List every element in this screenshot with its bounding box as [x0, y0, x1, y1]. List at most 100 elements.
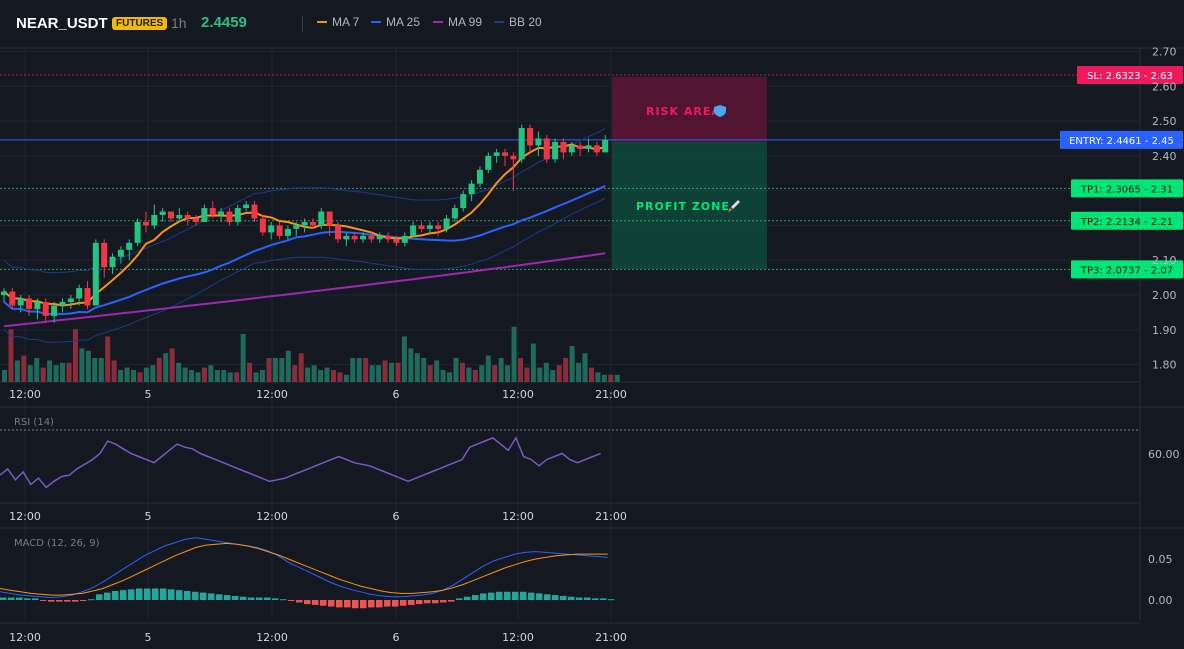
legend-ma99[interactable]: MA 99	[433, 15, 482, 29]
candle-body	[560, 141, 567, 153]
candle-body	[193, 218, 200, 222]
candle-body	[126, 242, 133, 250]
macd-histogram-bar	[328, 600, 335, 607]
volume-bar	[105, 336, 111, 382]
candle-body	[142, 221, 149, 226]
volume-bar	[156, 358, 162, 382]
profit-zone	[612, 142, 767, 269]
volume-bar	[169, 348, 175, 382]
volume-bar	[466, 367, 472, 382]
time-axes: 12:00 5 12:00 6 12:00 21:00 12:00 5 12:00 6 12:00 2…	[9, 388, 627, 644]
candle	[209, 201, 216, 219]
candle-body	[293, 225, 300, 229]
volume-bar	[272, 358, 278, 382]
symbol-name[interactable]: NEAR_USDT	[16, 15, 108, 32]
volume-bar	[550, 370, 556, 382]
macd-histogram-bar	[448, 600, 455, 602]
trade-zones: RISK AREA PROFIT ZONE	[612, 77, 767, 269]
candle	[176, 208, 183, 222]
volume-bar	[279, 358, 285, 382]
level-tag-label: TP3: 2.0737 - 2.07	[1080, 265, 1173, 276]
candle-body	[535, 138, 542, 146]
volume-bar	[221, 370, 227, 382]
candle-body	[343, 235, 350, 240]
volume-bar	[511, 326, 517, 382]
macd-histogram-bar	[80, 600, 87, 601]
level-tag-label: TP2: 2.2134 - 2.21	[1080, 217, 1173, 228]
price-tick: 1.90	[1152, 324, 1177, 337]
candle-body	[209, 208, 216, 215]
time-tick: 5	[145, 510, 152, 523]
interval-label[interactable]: 1h	[171, 15, 187, 31]
time-tick: 12:00	[9, 631, 41, 644]
macd-histogram-bar	[520, 591, 527, 600]
price-tick: 1.80	[1152, 359, 1177, 372]
volume-bar	[92, 358, 98, 382]
volume-bar	[47, 360, 53, 382]
volume-bar	[79, 348, 85, 382]
chart-header: NEAR_USDT FUTURES 1h 2.4459 MA 7 MA 25 M…	[0, 0, 1184, 48]
volume-bar	[530, 343, 536, 382]
candle-body	[117, 249, 124, 257]
volume-bar	[240, 334, 246, 382]
rsi-pane[interactable]: RSI (14) 60.00	[0, 417, 1180, 489]
macd-histogram-bar	[72, 600, 79, 602]
volume-bar	[337, 372, 343, 382]
macd-histogram-bar	[216, 594, 223, 600]
candle	[560, 138, 567, 160]
candle-body	[485, 155, 492, 170]
candle-body	[151, 215, 158, 226]
candle-body	[301, 221, 308, 226]
candle	[26, 295, 33, 316]
candlesticks	[1, 124, 609, 323]
candle-body	[284, 228, 291, 236]
legend-bb20[interactable]: BB 20	[494, 15, 542, 29]
candle-body	[92, 242, 99, 306]
volume-bars	[2, 326, 620, 382]
candle	[543, 134, 550, 163]
volume-bar	[124, 367, 130, 382]
macd-histogram-bar	[432, 600, 439, 604]
macd-histogram-bar	[528, 592, 535, 600]
header-divider	[302, 16, 303, 32]
level-tag-label: ENTRY: 2.4461 - 2.45	[1069, 136, 1174, 147]
volume-bar	[208, 365, 214, 382]
time-tick: 5	[145, 631, 152, 644]
candle	[585, 138, 592, 153]
candle-body	[268, 225, 275, 233]
candle-body	[168, 211, 174, 219]
macd-histogram-bar	[184, 590, 191, 600]
candle-body	[134, 221, 141, 243]
candle	[443, 215, 450, 233]
price-axis[interactable]: 2.70 2.60 2.50 2.40 2.10 2.00 1.90 1.80	[1152, 45, 1177, 371]
candle-body	[59, 301, 66, 306]
volume-bar	[376, 365, 382, 382]
macd-pane[interactable]: MACD (12, 26, 9) 0.05 0.00	[0, 537, 1173, 609]
candle	[251, 201, 258, 222]
candle	[59, 298, 66, 313]
candle	[243, 201, 250, 212]
candle	[410, 221, 417, 236]
macd-histogram-bar	[424, 600, 431, 604]
macd-histogram-bar	[152, 588, 159, 600]
candle-body	[460, 194, 467, 209]
price-tick: 2.00	[1152, 289, 1177, 302]
macd-histogram-bar	[160, 588, 167, 600]
candle-body	[518, 128, 525, 160]
macd-histogram-bar	[560, 595, 567, 600]
candle	[368, 232, 375, 243]
legend-ma7[interactable]: MA 7	[317, 15, 359, 29]
macd-histogram-bar	[496, 591, 503, 600]
candle	[151, 204, 158, 229]
volume-bar	[34, 358, 40, 382]
candle	[343, 232, 350, 247]
legend-ma7-label: MA 7	[332, 15, 360, 29]
price-tick: 2.40	[1152, 150, 1177, 163]
volume-bar	[260, 370, 265, 382]
legend-ma25[interactable]: MA 25	[371, 15, 420, 29]
rsi-title: RSI (14)	[14, 417, 54, 428]
volume-bar	[563, 358, 569, 382]
candle	[92, 239, 99, 306]
candle-body	[502, 152, 508, 156]
